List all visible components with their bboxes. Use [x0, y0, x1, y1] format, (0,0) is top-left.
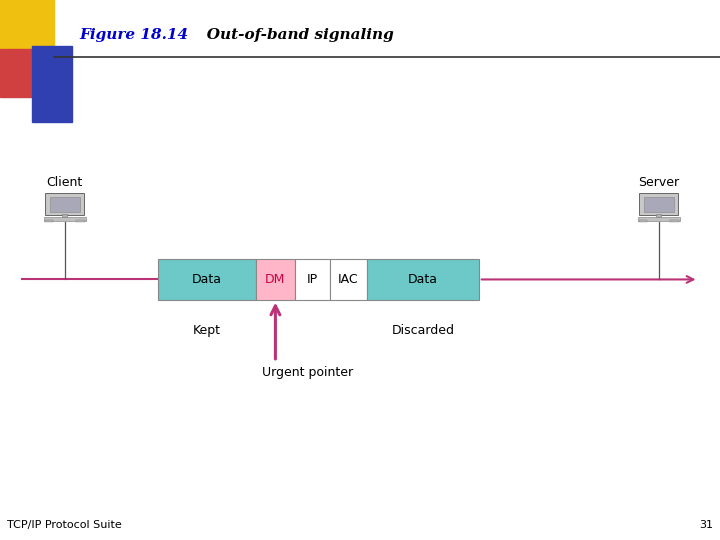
Bar [0, 0, 54, 57]
Text: Urgent pointer: Urgent pointer [262, 366, 354, 379]
Bar [45, 193, 84, 215]
Bar [50, 197, 80, 212]
Bar [644, 197, 674, 212]
Bar [0, 49, 40, 97]
Bar [638, 218, 680, 220]
Text: 31: 31 [699, 520, 713, 530]
Text: TCP/IP Protocol Suite: TCP/IP Protocol Suite [7, 520, 122, 530]
Text: Kept: Kept [193, 324, 221, 337]
Text: Out-of-band signaling: Out-of-band signaling [191, 28, 394, 42]
Text: IP: IP [307, 273, 318, 286]
Bar [76, 220, 85, 222]
Text: Data: Data [192, 273, 222, 286]
Bar [639, 220, 647, 222]
Text: IAC: IAC [338, 273, 359, 286]
Text: Discarded: Discarded [392, 324, 454, 337]
Bar [657, 214, 661, 218]
Text: Client: Client [47, 176, 83, 189]
Bar [32, 46, 72, 122]
Bar [670, 220, 679, 222]
Bar [158, 259, 256, 300]
Bar [44, 218, 86, 220]
Bar [639, 193, 678, 215]
Text: Server: Server [638, 176, 680, 189]
Bar [330, 259, 367, 300]
Bar [256, 259, 295, 300]
Text: Data: Data [408, 273, 438, 286]
Text: Figure 18.14: Figure 18.14 [79, 28, 189, 42]
Text: DM: DM [265, 273, 286, 286]
Bar [295, 259, 330, 300]
Bar [367, 259, 479, 300]
Bar [63, 214, 67, 218]
Bar [45, 220, 53, 222]
